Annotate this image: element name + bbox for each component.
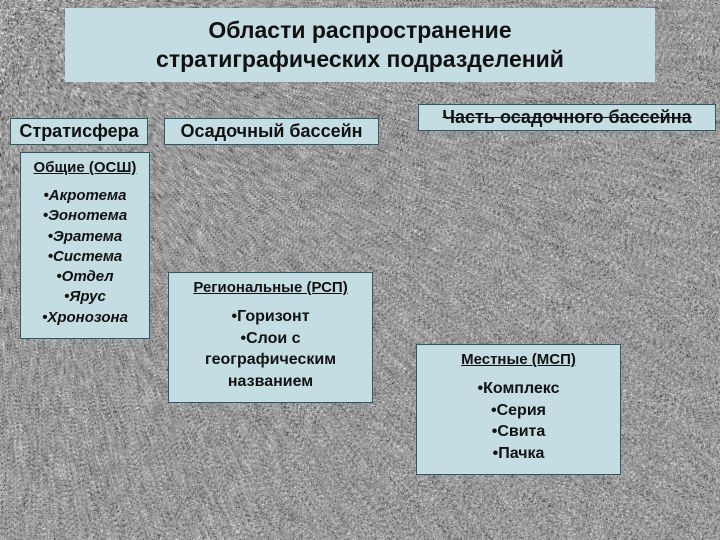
osw-item: •Система bbox=[25, 247, 145, 267]
card-msp-title: Местные (МСП) bbox=[421, 351, 616, 368]
osw-item: •Ярус bbox=[25, 287, 145, 307]
category-stratisfera: Стратисфера bbox=[10, 118, 148, 145]
title-card: Области распространение стратиграфически… bbox=[65, 8, 655, 82]
osw-item: •Эратема bbox=[25, 227, 145, 247]
msp-item: •Комплекс bbox=[421, 378, 616, 400]
msp-item: •Свита bbox=[421, 421, 616, 443]
osw-item: •Хронозона bbox=[25, 308, 145, 328]
stage: Области распространение стратиграфически… bbox=[0, 0, 720, 540]
title-line-1: Области распространение bbox=[65, 16, 655, 45]
category-part-basin: Часть осадочного бассейна bbox=[418, 104, 716, 131]
rsp-item: •Слои с географическим названием bbox=[173, 328, 368, 393]
osw-item: •Акротема bbox=[25, 186, 145, 206]
category-basin: Осадочный бассейн bbox=[164, 118, 379, 145]
card-osw: Общие (ОСШ) •Акротема •Эонотема •Эратема… bbox=[20, 152, 150, 339]
rsp-item: •Горизонт bbox=[173, 306, 368, 328]
card-rsp-title: Региональные (РСП) bbox=[173, 279, 368, 296]
category-basin-label: Осадочный бассейн bbox=[180, 121, 362, 142]
category-stratisfera-label: Стратисфера bbox=[19, 121, 138, 142]
title-line-2: стратиграфических подразделений bbox=[65, 45, 655, 74]
msp-item: •Пачка bbox=[421, 443, 616, 465]
osw-item: •Отдел bbox=[25, 267, 145, 287]
category-part-basin-label: Часть осадочного бассейна bbox=[442, 107, 691, 128]
card-msp: Местные (МСП) •Комплекс •Серия •Свита •П… bbox=[416, 344, 621, 475]
card-osw-title: Общие (ОСШ) bbox=[25, 159, 145, 176]
card-rsp: Региональные (РСП) •Горизонт •Слои с гео… bbox=[168, 272, 373, 403]
msp-item: •Серия bbox=[421, 400, 616, 422]
osw-item: •Эонотема bbox=[25, 206, 145, 226]
